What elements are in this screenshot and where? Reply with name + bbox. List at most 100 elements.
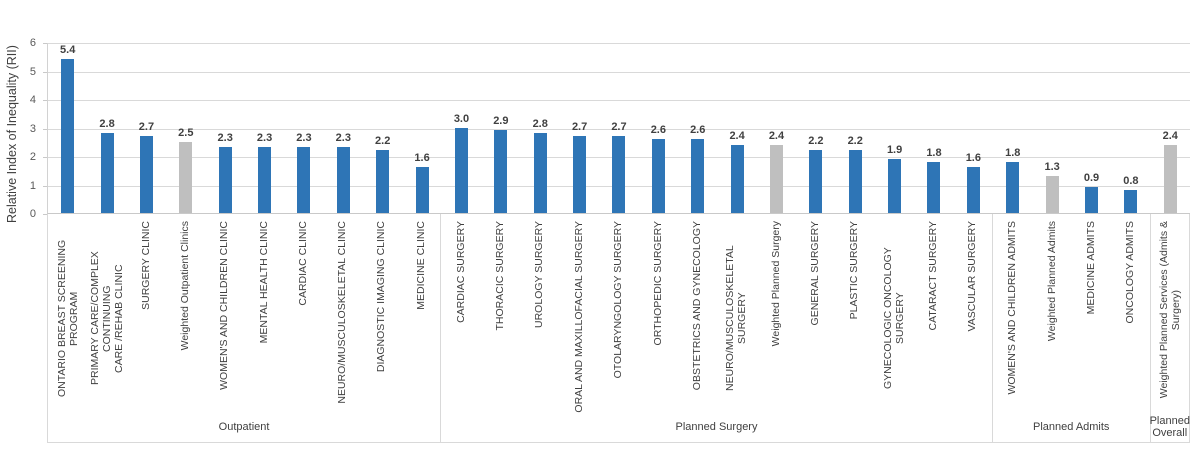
bar (573, 136, 587, 213)
bar (258, 147, 272, 213)
bar (1006, 161, 1020, 213)
category-cell: CARDIAC CLINIC (283, 214, 322, 416)
category-cell: MEDICINE CLINIC (401, 214, 440, 416)
category-cell: PRIMARY CARE/COMPLEX CONTINUING CARE /RE… (87, 214, 126, 416)
y-tick-label: 5 (29, 65, 36, 78)
bar-value-label: 2.8 (532, 118, 548, 131)
bar-slot: 5.4 (48, 43, 87, 213)
category-cell: VASCULAR SURGERY (953, 214, 992, 416)
category-cell: Weighted Planned Surgery (756, 214, 795, 416)
y-tick-mark (43, 214, 47, 215)
category-cell: ORTHOPEDIC SURGERY (638, 214, 677, 416)
group-label: Planned Overall (1149, 414, 1190, 440)
group-label: Outpatient (218, 421, 270, 434)
category-group: Weighted Planned Services (Admits & Surg… (1149, 214, 1190, 442)
bar-value-label: 2.4 (768, 129, 785, 142)
bar-slot: 2.5 (166, 43, 205, 213)
bar (809, 150, 823, 213)
bar (494, 130, 508, 213)
bar-value-label: 2.3 (217, 132, 233, 145)
bar-value-label: 0.8 (1123, 175, 1139, 188)
category-label: Weighted Planned Services (Admits & Surg… (1157, 221, 1182, 399)
category-label: WOMEN'S AND CHILDREN CLINIC (218, 221, 231, 390)
bar (218, 147, 232, 213)
y-tick-label: 2 (29, 151, 36, 163)
bar-slot: 2.8 (521, 43, 560, 213)
bar (612, 136, 626, 213)
category-label: GYNECOLOGIC ONCOLOGY SURGERY (881, 247, 906, 390)
bar-group: 1.8 1.3 0.9 0.8 (993, 43, 1151, 213)
category-cell: ONCOLOGY ADMITS (1110, 214, 1149, 415)
bar-slot: 2.7 (599, 43, 638, 213)
bar-value-label: 1.6 (414, 152, 430, 165)
category-label: OTOLARYNGOLOGY SURGERY (612, 221, 625, 379)
bar (1124, 190, 1138, 213)
bar-value-label: 1.3 (1044, 160, 1060, 173)
category-label: MEDICINE CLINIC (414, 221, 427, 310)
category-cell: Weighted Outpatient Clinics (166, 214, 205, 416)
bar-slot: 2.3 (324, 43, 363, 213)
category-label: GENERAL SURGERY (808, 221, 821, 326)
bar-slot: 2.6 (678, 43, 717, 213)
bar-slot: 0.8 (1111, 43, 1150, 213)
bar (454, 127, 468, 213)
bar-slot: 1.3 (1032, 43, 1071, 213)
bar-value-label: 2.4 (1162, 129, 1178, 142)
category-cell: WOMEN'S AND CHILDREN CLINIC (205, 214, 244, 416)
bar-value-label: 2.6 (690, 123, 706, 136)
bar-slot: 2.2 (836, 43, 875, 213)
bar-value-label: 2.7 (571, 121, 588, 134)
category-label: OBSTETRICS AND GYNECOLOGY (690, 221, 703, 391)
category-label: ORTHOPEDIC SURGERY (651, 221, 664, 346)
category-label: Weighted Planned Surgery (769, 221, 782, 347)
category-cell: CATARACT SURGERY (913, 214, 952, 416)
gridline (48, 43, 1190, 44)
bar (336, 147, 350, 213)
category-label: CARDIAC CLINIC (296, 221, 309, 306)
bar-value-label: 1.8 (1005, 146, 1021, 159)
bar-value-label: 1.8 (926, 146, 942, 159)
bar (1045, 175, 1059, 213)
category-label: PRIMARY CARE/COMPLEX CONTINUING CARE /RE… (88, 251, 125, 386)
category-label: NEURO/MUSCULOSKELETAL CLINIC (336, 221, 349, 404)
bar-value-label: 2.6 (650, 123, 666, 136)
category-cell: GYNECOLOGIC ONCOLOGY SURGERY (874, 214, 913, 416)
category-cell: MENTAL HEALTH CLINIC (244, 214, 283, 416)
bar-value-label: 2.7 (611, 121, 627, 134)
category-cell: SURGERY CLINIC (126, 214, 165, 416)
bar-slot: 1.9 (875, 43, 914, 213)
bar-slot: 2.7 (127, 43, 166, 213)
bar-slot: 2.3 (284, 43, 323, 213)
bar-slot: 2.8 (87, 43, 126, 213)
category-cell: PLASTIC SURGERY (835, 214, 874, 416)
bar (100, 133, 114, 213)
category-group: ONTARIO BREAST SCREENING PROGRAM PRIMARY … (47, 214, 442, 442)
bar-slot: 2.4 (1151, 43, 1190, 213)
y-tick-mark (43, 100, 47, 101)
category-label: SURGERY CLINIC (140, 221, 153, 310)
y-tick-mark (43, 71, 47, 73)
bar-group: 2.4 (1151, 43, 1190, 213)
y-tick-mark (43, 157, 47, 158)
category-label: Weighted Outpatient Clinics (179, 221, 192, 351)
bar-slot: 2.9 (481, 43, 520, 213)
category-label: PLASTIC SURGERY (848, 221, 861, 320)
bar-value-label: 1.9 (886, 143, 903, 156)
bar (966, 167, 980, 213)
group-label: Planned Admits (1033, 420, 1110, 433)
category-cell: NEURO/MUSCULOSKELETAL CLINIC (323, 214, 362, 416)
plot-area: 5.4 2.8 2.7 2.5 2.3 2.3 2.3 2.3 2.2 1.6 3.0 2.9 2.8 2… (47, 43, 1190, 214)
y-tick-label: 6 (29, 37, 36, 49)
category-label: DIAGNOSTIC IMAGING CLINIC (375, 221, 388, 373)
bar-value-label: 2.8 (99, 118, 115, 131)
category-cell: CARDIAC SURGERY (441, 214, 480, 416)
bar (769, 144, 783, 213)
category-label: THORACIC SURGERY (494, 221, 507, 331)
bar (1163, 144, 1177, 213)
bar-value-label: 2.4 (729, 129, 745, 142)
y-tick-mark (43, 128, 47, 130)
bar-value-label: 2.2 (847, 135, 863, 148)
bar (415, 167, 429, 213)
category-group: WOMEN'S AND CHILDREN ADMITS Weighted Plan… (993, 214, 1151, 442)
category-label: MEDICINE ADMITS (1084, 221, 1097, 315)
